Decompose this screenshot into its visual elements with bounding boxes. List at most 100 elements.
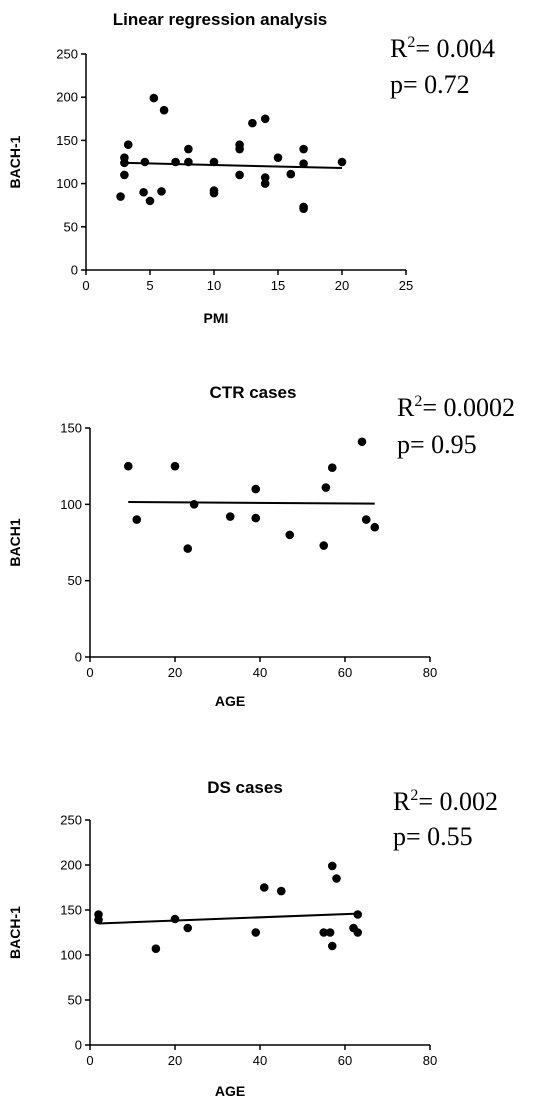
- data-point: [319, 928, 329, 937]
- chart-1: Linear regression analysis05010015020025…: [7, 10, 495, 326]
- r-squared-value: = 0.004: [415, 34, 495, 63]
- x-tick-label: 60: [338, 665, 352, 680]
- r-squared-value: = 0.002: [418, 787, 498, 816]
- data-point: [260, 173, 270, 182]
- y-axis-label: BACH-1: [7, 135, 23, 188]
- data-point: [235, 170, 244, 180]
- x-tick-label: 0: [86, 665, 93, 680]
- data-point: [248, 118, 257, 128]
- y-tick-label: 200: [60, 858, 82, 873]
- x-tick-label: 10: [207, 278, 221, 293]
- y-tick-label: 200: [56, 90, 78, 105]
- data-point: [299, 159, 308, 169]
- chart-title: CTR cases: [210, 383, 297, 402]
- regression-line: [98, 912, 358, 925]
- data-point: [370, 522, 380, 532]
- y-axis-label: BACH1: [7, 518, 23, 566]
- y-tick-label: 0: [71, 263, 78, 278]
- data-point: [170, 461, 180, 471]
- data-point: [159, 105, 169, 115]
- chart-2: CTR cases 0 50 100 150 0 20 40 60 80 AGE BACH1 R2= 0…: [7, 383, 515, 709]
- y-tick-label: 100: [60, 497, 82, 512]
- y-tick-label: 100: [56, 176, 78, 191]
- data-point: [145, 196, 155, 206]
- data-point: [120, 170, 129, 180]
- x-tick-label: 20: [168, 665, 182, 680]
- data-point: [116, 192, 125, 201]
- data-point: [209, 188, 219, 198]
- y-tick-label: 150: [56, 133, 78, 148]
- r-squared-value: = 0.0002: [422, 393, 515, 422]
- data-point: [286, 169, 296, 179]
- data-point: [353, 910, 363, 919]
- r-squared-prefix: R: [393, 787, 411, 816]
- data-point: [170, 914, 180, 924]
- data-point: [260, 114, 270, 124]
- data-point: [184, 144, 193, 154]
- p-value-annotation: p= 0.95: [397, 430, 477, 459]
- data-point: [251, 928, 261, 937]
- y-tick-label: 0: [75, 1038, 82, 1053]
- x-tick-label: 40: [253, 665, 267, 680]
- r-squared-superscript: 2: [410, 787, 418, 804]
- chart-3: DS cases 0 50 100 150 200 250 0 20 40 60 80 AGE BACH-…: [7, 778, 498, 1099]
- y-tick-label: 50: [68, 993, 82, 1008]
- r-squared-superscript: 2: [407, 34, 415, 51]
- x-axis-label: AGE: [215, 693, 245, 709]
- data-point: [184, 157, 193, 167]
- data-point: [94, 915, 103, 925]
- data-point: [171, 157, 180, 167]
- data-point: [251, 484, 261, 494]
- data-point: [321, 483, 331, 492]
- x-tick-label: 20: [168, 1053, 182, 1068]
- data-point: [157, 187, 166, 196]
- r-squared-prefix: R: [390, 34, 408, 63]
- data-point: [299, 144, 308, 154]
- x-tick-label: 0: [82, 278, 89, 293]
- data-point: [123, 461, 133, 471]
- data-point: [319, 541, 329, 550]
- x-tick-label: 25: [399, 278, 413, 293]
- chart-title: DS cases: [207, 778, 283, 797]
- data-point: [123, 140, 133, 150]
- data-point: [140, 157, 150, 167]
- data-point: [259, 883, 269, 892]
- data-point: [276, 886, 286, 896]
- data-point: [273, 153, 283, 162]
- y-tick-label: 250: [60, 813, 82, 828]
- data-point: [327, 941, 337, 951]
- p-value-annotation: p= 0.72: [390, 70, 470, 99]
- data-point: [327, 463, 337, 472]
- y-tick-label: 150: [60, 421, 82, 436]
- x-axis-label: PMI: [204, 310, 229, 326]
- data-point: [132, 515, 142, 524]
- y-tick-label: 50: [68, 573, 82, 588]
- r-squared-annotation: R2= 0.002: [393, 787, 498, 816]
- data-point: [251, 513, 261, 523]
- x-axis-label: AGE: [215, 1083, 245, 1099]
- x-tick-label: 0: [86, 1053, 93, 1068]
- chart-title: Linear regression analysis: [113, 10, 328, 29]
- y-tick-label: 50: [64, 219, 78, 234]
- data-point: [327, 861, 337, 871]
- data-point: [337, 157, 347, 167]
- r-squared-annotation: R2= 0.004: [390, 34, 495, 63]
- data-point: [209, 157, 219, 167]
- y-axis-label: BACH-1: [7, 906, 23, 959]
- x-tick-label: 80: [423, 1053, 437, 1068]
- data-point: [285, 530, 295, 540]
- data-point: [332, 874, 341, 883]
- y-tick-label: 100: [60, 948, 82, 963]
- data-point: [225, 512, 235, 521]
- r-squared-prefix: R: [397, 393, 415, 422]
- data-point: [353, 928, 363, 937]
- y-tick-label: 150: [60, 903, 82, 918]
- data-point: [357, 437, 367, 447]
- x-tick-label: 60: [338, 1053, 352, 1068]
- r-squared-superscript: 2: [414, 393, 422, 410]
- regression-line: [128, 501, 375, 505]
- regression-line: [124, 161, 343, 170]
- x-tick-label: 15: [271, 278, 285, 293]
- p-value-annotation: p= 0.55: [393, 822, 473, 851]
